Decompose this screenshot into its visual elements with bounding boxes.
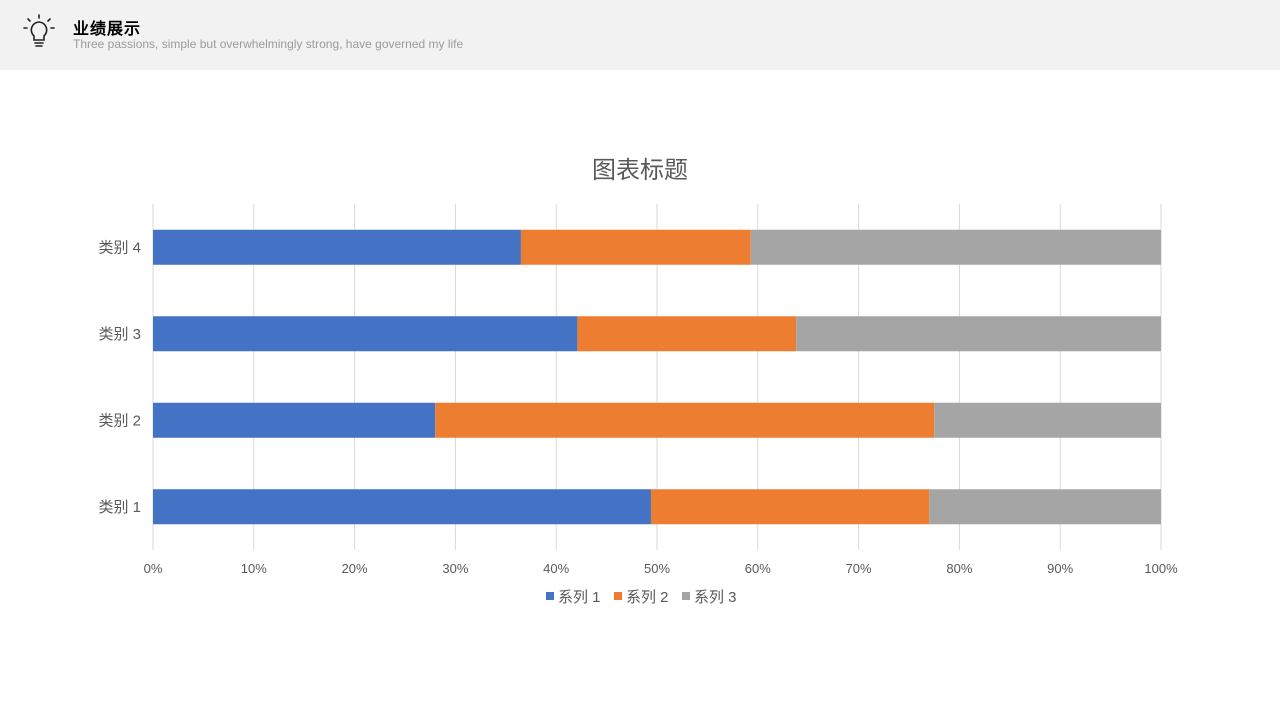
page-subtitle: Three passions, simple but overwhelmingl…: [73, 37, 464, 51]
x-tick-label: 40%: [543, 561, 569, 576]
bar-segment: [435, 402, 935, 438]
legend-label: 系列 1: [558, 589, 601, 606]
x-tick-label: 60%: [745, 561, 771, 576]
bar-segment: [796, 316, 1161, 352]
page-title: 业绩展示: [73, 19, 142, 38]
legend-label: 系列 3: [694, 589, 737, 606]
category-label: 类别 3: [98, 326, 141, 343]
x-tick-label: 80%: [946, 561, 972, 576]
x-tick-label: 50%: [644, 561, 670, 576]
legend-swatch: [546, 592, 554, 600]
x-tick-label: 0%: [144, 561, 163, 576]
bar-segment: [153, 402, 436, 438]
legend-label: 系列 2: [626, 589, 669, 606]
bar-segment: [750, 229, 1161, 265]
x-tick-label: 20%: [342, 561, 368, 576]
bar-segment: [929, 489, 1161, 525]
bar-segment: [520, 229, 751, 265]
x-tick-label: 100%: [1144, 561, 1178, 576]
x-tick-label: 30%: [442, 561, 468, 576]
category-label: 类别 4: [98, 239, 141, 256]
bar-segment: [650, 489, 930, 525]
bar-segment: [577, 316, 797, 352]
chart-title: 图表标题: [592, 157, 688, 184]
category-label: 类别 1: [98, 499, 141, 516]
x-tick-label: 70%: [846, 561, 872, 576]
bar-segment: [153, 229, 521, 265]
header-bar: 业绩展示 Three passions, simple but overwhel…: [0, 0, 1280, 70]
x-tick-label: 90%: [1047, 561, 1073, 576]
bar-segment: [153, 316, 578, 352]
x-tick-label: 10%: [241, 561, 267, 576]
legend-swatch: [614, 592, 622, 600]
category-label: 类别 2: [98, 412, 141, 429]
legend-swatch: [682, 592, 690, 600]
lightbulb-icon: [23, 14, 55, 47]
bar-segment: [153, 489, 651, 525]
bar-segment: [934, 402, 1161, 438]
